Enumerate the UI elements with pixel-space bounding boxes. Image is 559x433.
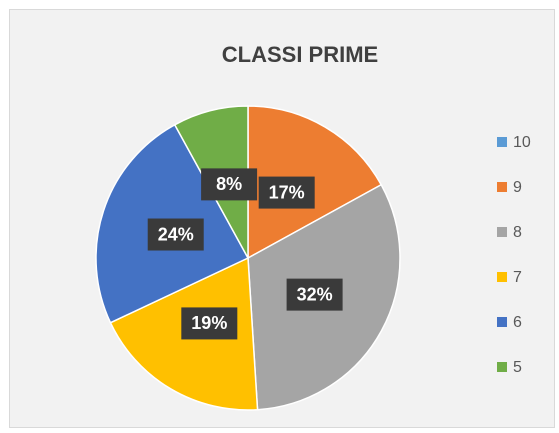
legend-label: 10 [513, 134, 531, 151]
legend-label: 5 [513, 359, 522, 376]
data-label-box [181, 307, 238, 340]
data-label: 24% [158, 224, 194, 244]
legend-swatch [497, 182, 507, 192]
legend-label: 7 [513, 269, 522, 286]
legend-label: 6 [513, 314, 522, 331]
chart-title: CLASSI PRIME [222, 42, 378, 67]
data-label-box [147, 218, 204, 251]
legend-swatch [497, 227, 507, 237]
legend-swatch [497, 362, 507, 372]
legend-swatch [497, 137, 507, 147]
legend-swatch [497, 317, 507, 327]
data-label-box [201, 168, 258, 201]
data-label-box [258, 176, 315, 209]
data-label-box [286, 278, 343, 311]
data-label: 32% [297, 284, 333, 304]
legend-swatch [497, 272, 507, 282]
legend-label: 9 [513, 179, 522, 196]
data-label: 19% [191, 313, 227, 333]
legend-label: 8 [513, 224, 522, 241]
data-label: 17% [269, 182, 305, 202]
data-label: 8% [216, 174, 242, 194]
